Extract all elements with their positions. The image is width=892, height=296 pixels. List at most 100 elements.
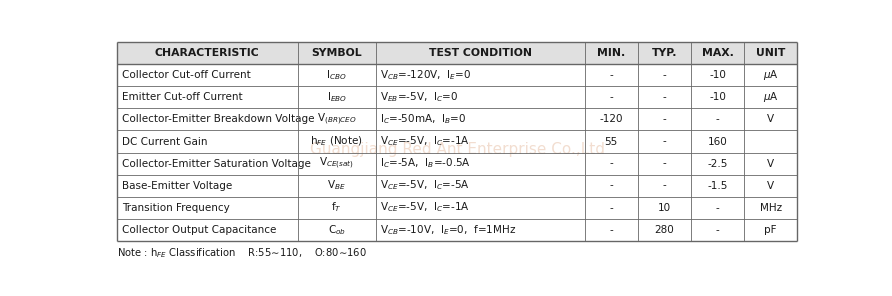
Bar: [298, 219, 376, 241]
Bar: [744, 86, 797, 108]
Bar: [298, 108, 376, 131]
Text: Guangjiang Red Ant Enterprise Co.,Ltd: Guangjiang Red Ant Enterprise Co.,Ltd: [310, 142, 605, 157]
Text: I$_{EBO}$: I$_{EBO}$: [326, 91, 347, 104]
Bar: [638, 219, 691, 241]
Text: I$_{C}$=-50mA,  I$_{B}$=0: I$_{C}$=-50mA, I$_{B}$=0: [380, 112, 467, 126]
Bar: [298, 86, 376, 108]
Text: -: -: [715, 225, 719, 235]
Bar: [691, 219, 744, 241]
Bar: [638, 152, 691, 175]
Text: -: -: [609, 159, 613, 168]
Text: -: -: [663, 70, 666, 81]
Bar: [638, 65, 691, 86]
Bar: [117, 65, 298, 86]
Bar: [117, 86, 298, 108]
Bar: [376, 65, 584, 86]
Bar: [691, 175, 744, 197]
Text: CHARACTERISTIC: CHARACTERISTIC: [155, 48, 260, 58]
Bar: [584, 219, 638, 241]
Text: SYMBOL: SYMBOL: [311, 48, 362, 58]
Text: -1.5: -1.5: [707, 181, 728, 191]
Text: Transition Frequency: Transition Frequency: [122, 202, 229, 213]
Bar: [117, 219, 298, 241]
Bar: [744, 152, 797, 175]
Text: V$_{CB}$=-10V,  I$_{E}$=0,  f=1MHz: V$_{CB}$=-10V, I$_{E}$=0, f=1MHz: [380, 223, 516, 237]
Bar: [584, 175, 638, 197]
Bar: [691, 86, 744, 108]
Bar: [298, 42, 376, 65]
Text: 10: 10: [657, 202, 671, 213]
Text: UNIT: UNIT: [756, 48, 785, 58]
Text: pF: pF: [764, 225, 777, 235]
Bar: [584, 65, 638, 86]
Text: -: -: [715, 202, 719, 213]
Text: V$_{CE}$=-5V,  I$_{C}$=-5A: V$_{CE}$=-5V, I$_{C}$=-5A: [380, 179, 470, 192]
Bar: [744, 108, 797, 131]
Text: -: -: [609, 181, 613, 191]
Text: V: V: [767, 159, 774, 168]
Text: -: -: [663, 115, 666, 125]
Text: -: -: [609, 70, 613, 81]
Bar: [638, 86, 691, 108]
Text: 55: 55: [605, 136, 618, 147]
Text: -: -: [609, 225, 613, 235]
Bar: [638, 131, 691, 152]
Bar: [691, 152, 744, 175]
Bar: [298, 197, 376, 219]
Text: -: -: [715, 115, 719, 125]
Bar: [298, 152, 376, 175]
Bar: [638, 42, 691, 65]
Text: DC Current Gain: DC Current Gain: [122, 136, 207, 147]
Text: V$_{CE(sat)}$: V$_{CE(sat)}$: [319, 156, 354, 171]
Text: Base-Emitter Voltage: Base-Emitter Voltage: [122, 181, 232, 191]
Bar: [117, 152, 298, 175]
Text: -2.5: -2.5: [707, 159, 728, 168]
Text: C$_{ob}$: C$_{ob}$: [327, 223, 346, 237]
Bar: [376, 175, 584, 197]
Text: V$_{CB}$=-120V,  I$_{E}$=0: V$_{CB}$=-120V, I$_{E}$=0: [380, 68, 472, 82]
Bar: [376, 108, 584, 131]
Bar: [584, 131, 638, 152]
Text: -: -: [663, 92, 666, 102]
Bar: [376, 86, 584, 108]
Bar: [584, 42, 638, 65]
Text: h$_{FE}$ (Note): h$_{FE}$ (Note): [310, 135, 363, 148]
Text: -10: -10: [709, 70, 726, 81]
Bar: [298, 175, 376, 197]
Text: V$_{EB}$=-5V,  I$_{C}$=0: V$_{EB}$=-5V, I$_{C}$=0: [380, 91, 458, 104]
Bar: [584, 108, 638, 131]
Text: I$_{CBO}$: I$_{CBO}$: [326, 68, 347, 82]
Text: 160: 160: [707, 136, 727, 147]
Text: MHz: MHz: [760, 202, 781, 213]
Bar: [117, 131, 298, 152]
Text: $\mu$A: $\mu$A: [763, 91, 779, 104]
Text: Collector Cut-off Current: Collector Cut-off Current: [122, 70, 251, 81]
Text: -: -: [609, 92, 613, 102]
Text: TEST CONDITION: TEST CONDITION: [429, 48, 532, 58]
Text: TYP.: TYP.: [651, 48, 677, 58]
Text: MAX.: MAX.: [701, 48, 733, 58]
Text: Note : h$_{FE}$ Classification    R:55∼110,    O:80∼160: Note : h$_{FE}$ Classification R:55∼110,…: [117, 246, 367, 260]
Bar: [744, 65, 797, 86]
Text: V: V: [767, 181, 774, 191]
Bar: [298, 131, 376, 152]
Text: V$_{CE}$=-5V,  I$_{C}$=-1A: V$_{CE}$=-5V, I$_{C}$=-1A: [380, 201, 470, 215]
Text: -: -: [663, 159, 666, 168]
Bar: [376, 131, 584, 152]
Bar: [691, 197, 744, 219]
Text: V: V: [767, 115, 774, 125]
Bar: [584, 152, 638, 175]
Text: $\mu$A: $\mu$A: [763, 68, 779, 82]
Bar: [117, 42, 298, 65]
Text: -: -: [609, 202, 613, 213]
Text: V$_{(BR)CEO}$: V$_{(BR)CEO}$: [317, 112, 357, 127]
Bar: [638, 108, 691, 131]
Text: Emitter Cut-off Current: Emitter Cut-off Current: [122, 92, 243, 102]
Text: -: -: [663, 181, 666, 191]
Bar: [744, 175, 797, 197]
Bar: [638, 197, 691, 219]
Bar: [744, 42, 797, 65]
Bar: [638, 175, 691, 197]
Bar: [117, 197, 298, 219]
Bar: [691, 65, 744, 86]
